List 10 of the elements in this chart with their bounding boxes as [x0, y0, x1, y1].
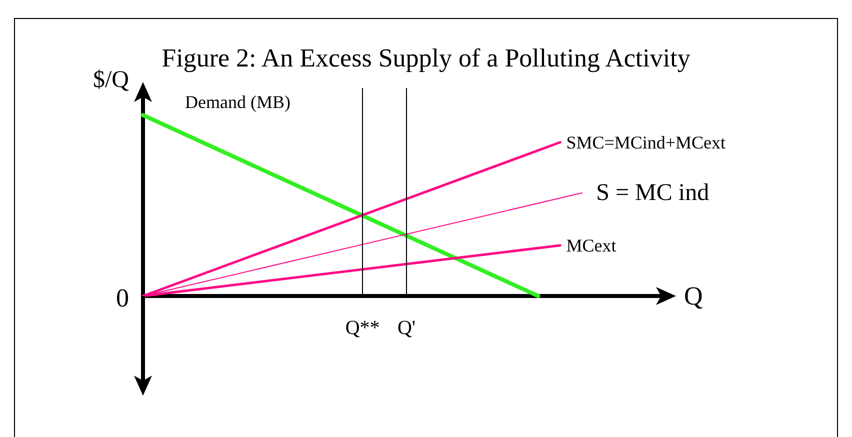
- x-tick-label: Q': [397, 317, 416, 339]
- x-axis-title: Q: [684, 282, 703, 310]
- y-axis-title: $/Q: [93, 67, 129, 93]
- series-label: Demand (MB): [185, 92, 290, 112]
- x-tick-label: Q**: [345, 317, 380, 339]
- series-label: MCext: [566, 235, 616, 256]
- text: 0: [116, 284, 129, 312]
- chart-title: Figure 2: An Excess Supply of a Polluting Activity: [162, 44, 690, 72]
- series-label: S = MC ind: [596, 180, 710, 206]
- series-label: SMC=MCind+MCext: [566, 132, 726, 152]
